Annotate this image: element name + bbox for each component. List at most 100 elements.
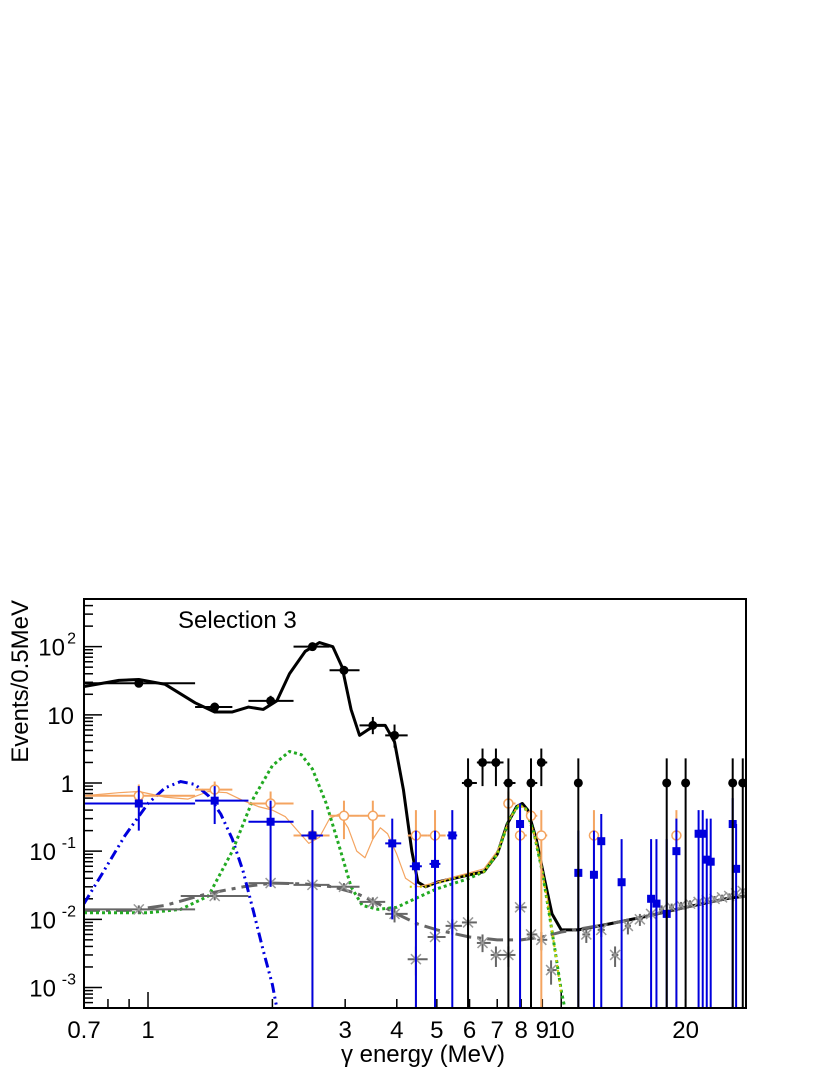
series-orange [84, 781, 682, 1008]
point-marker [617, 878, 626, 887]
x-tick-label: 8 [515, 1017, 528, 1044]
data-point [301, 810, 323, 1008]
x-axis-label: γ energy (MeV) [341, 1041, 505, 1068]
y-tick-label-exponent: -3 [62, 971, 76, 988]
data-point [385, 724, 408, 748]
point-marker [463, 778, 473, 788]
y-tick-label: -1 10 [29, 835, 76, 866]
point-marker [367, 810, 379, 822]
point-marker [491, 757, 501, 767]
point-marker [338, 881, 350, 893]
point-marker [675, 899, 687, 911]
point-marker [266, 696, 276, 706]
point-marker [738, 778, 746, 788]
point-marker [698, 829, 707, 838]
point-marker [134, 678, 144, 688]
point-marker [672, 847, 681, 856]
y-tick-label: 210 [38, 631, 76, 662]
point-marker [732, 864, 741, 873]
data-point [672, 818, 681, 1008]
x-tick-label: 4 [390, 1017, 403, 1044]
point-marker [573, 778, 583, 788]
data-point [476, 934, 491, 953]
data-point [329, 881, 360, 893]
point-marker [308, 831, 317, 840]
plot-frame [83, 598, 747, 1009]
data-point [647, 839, 656, 1008]
point-marker [490, 949, 502, 961]
point-marker [390, 730, 400, 740]
data-point [359, 800, 386, 840]
data-point [580, 927, 592, 943]
data-point [409, 830, 422, 1008]
point-marker [266, 817, 275, 826]
x-tick-label: 20 [672, 1017, 699, 1044]
y-tick-label-base: 10 [47, 703, 74, 730]
data-point [329, 665, 360, 675]
data-point [609, 946, 621, 967]
point-marker [634, 913, 646, 925]
point-marker [388, 839, 397, 848]
point-marker [478, 757, 488, 767]
x-tick-label: 9 [536, 1017, 549, 1044]
data-point [503, 758, 516, 1008]
series-blue [84, 786, 741, 1008]
point-marker [647, 894, 656, 903]
point-marker [597, 837, 606, 846]
data-point [732, 824, 741, 1008]
point-marker [706, 857, 715, 866]
point-marker [526, 778, 536, 788]
y-tick-label-base: 10 [29, 907, 56, 934]
data-point [293, 642, 330, 652]
data-point [180, 890, 249, 902]
point-marker [694, 829, 703, 838]
point-marker [448, 831, 457, 840]
y-tick-label-base: 10 [29, 839, 56, 866]
data-point [597, 814, 606, 1008]
data-point [681, 758, 691, 1008]
point-marker [545, 964, 557, 976]
data-point [634, 913, 646, 926]
data-point [728, 758, 738, 1008]
data-point [84, 903, 196, 915]
data-point [476, 748, 491, 787]
point-marker [589, 870, 598, 879]
point-marker [662, 778, 672, 788]
point-marker [477, 937, 489, 949]
x-tick-label: 0.7 [67, 1017, 100, 1044]
data-point [652, 839, 661, 1008]
point-marker [580, 928, 592, 940]
point-marker [411, 862, 420, 871]
data-point [589, 830, 598, 1008]
point-marker [609, 949, 621, 961]
data-point [359, 896, 386, 908]
y-tick-label-exponent: -2 [62, 903, 76, 920]
y-tick-label-exponent: -1 [62, 835, 76, 852]
data-point [248, 695, 294, 706]
data-point [675, 899, 687, 911]
point-marker [728, 778, 738, 788]
data-point [545, 960, 557, 985]
data-point [427, 929, 446, 947]
data-point [536, 748, 548, 787]
point-marker [389, 908, 401, 920]
point-marker [652, 899, 661, 908]
data-point [429, 830, 441, 1008]
data-point [329, 800, 360, 840]
data-point [84, 786, 196, 831]
curve-total-fit [84, 641, 746, 932]
data-point [716, 891, 728, 903]
data-point [461, 758, 477, 1008]
point-marker [367, 896, 379, 908]
point-marker [368, 720, 378, 730]
data-series [84, 642, 746, 1008]
point-marker [133, 903, 145, 915]
data-point [385, 907, 408, 923]
point-marker [339, 665, 349, 675]
y-tick-label-base: 1 [61, 771, 74, 798]
data-point [516, 803, 525, 1008]
data-point [706, 818, 715, 1008]
x-tick-label: 6 [463, 1017, 476, 1044]
data-point [195, 702, 233, 712]
data-point [385, 818, 402, 920]
